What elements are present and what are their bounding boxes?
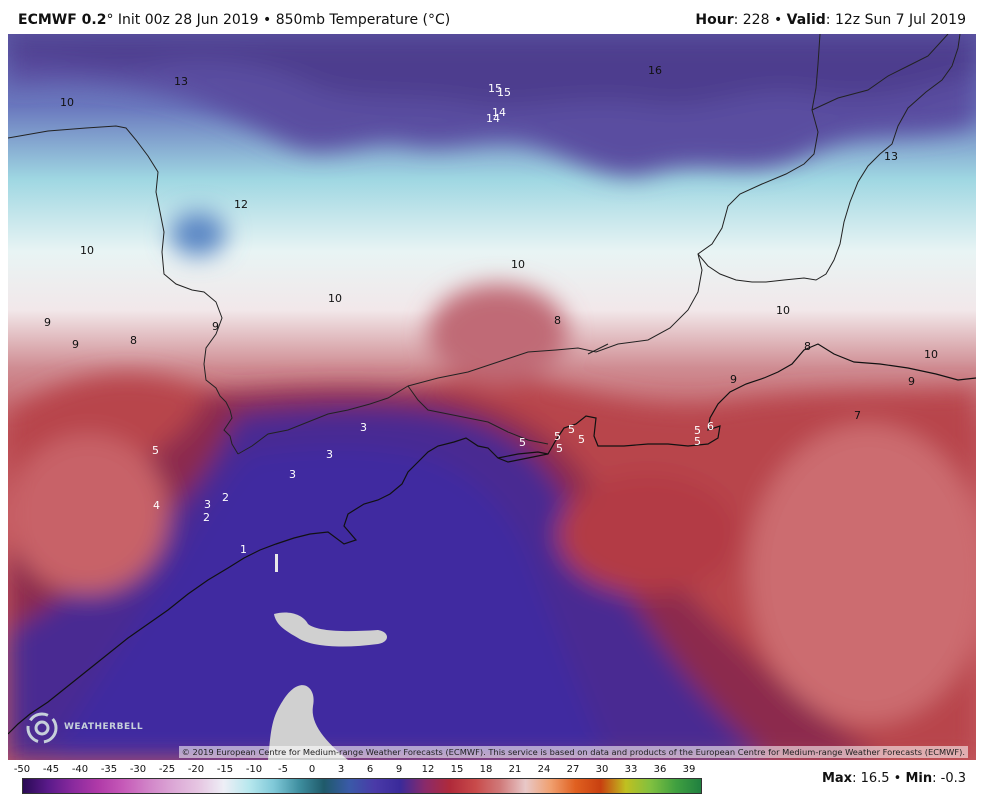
min-label: Min [905, 771, 933, 786]
contour-label: 1 [240, 543, 247, 556]
contour-label: 8 [804, 340, 811, 353]
contour-label: 3 [326, 448, 333, 461]
contour-label: 15 [488, 82, 502, 95]
hour-label: Hour [695, 12, 734, 28]
legend-tick: 18 [479, 764, 493, 775]
contour-label: 5 [519, 436, 526, 449]
contour-label: 10 [328, 292, 342, 305]
contour-label: 7 [854, 409, 861, 422]
color-legend: -50 -45 -40 -35 -30 -25 -20 -15 -10 -5 0 3 6 9 12 15 18 2… [8, 762, 708, 808]
legend-tick: 24 [537, 764, 551, 775]
temperature-map[interactable]: 13 10 15 15 14 14 16 13 12 10 10 10 9 9 … [8, 34, 976, 760]
logo-text: WEATHERBELL [64, 722, 144, 732]
borders-coastline [8, 34, 961, 455]
logo-swirl-icon [26, 712, 58, 744]
temperature-fields [8, 34, 976, 760]
contour-label: 10 [80, 244, 94, 257]
contour-label: 10 [511, 258, 525, 271]
contour-label: 8 [554, 314, 561, 327]
legend-tick: -5 [278, 764, 288, 775]
contour-label: 3 [360, 421, 367, 434]
contour-label: 9 [44, 316, 51, 329]
legend-tick: 30 [595, 764, 609, 775]
contour-label: 10 [924, 348, 938, 361]
legend-tick: 27 [566, 764, 580, 775]
contour-label: 10 [60, 96, 74, 109]
min-value: : -0.3 [932, 771, 966, 786]
header: ECMWF 0.2° Init 00z 28 Jun 2019 • 850mb … [0, 0, 984, 34]
legend-tick: -10 [245, 764, 263, 775]
contour-labels: 13 10 15 15 14 14 16 13 12 10 10 10 9 9 … [44, 64, 938, 556]
max-value: : 16.5 • [852, 771, 906, 786]
legend-tick: -20 [187, 764, 205, 775]
hour-value: : 228 • [733, 12, 787, 28]
title-text: ° Init 00z 28 Jun 2019 • 850mb Temperatu… [106, 12, 451, 28]
map-svg: 13 10 15 15 14 14 16 13 12 10 10 10 9 9 … [8, 34, 976, 760]
contour-label: 5 [554, 430, 561, 443]
legend-tick: 33 [624, 764, 638, 775]
contour-label: 2 [203, 511, 210, 524]
legend-tick: -15 [216, 764, 234, 775]
model-name: ECMWF 0.2 [18, 12, 107, 28]
contour-label: 5 [694, 435, 701, 448]
contour-label: 9 [908, 375, 915, 388]
contour-label: 9 [730, 373, 737, 386]
legend-tick: 15 [450, 764, 464, 775]
valid-label: Valid [786, 12, 826, 28]
contour-label: 5 [556, 442, 563, 455]
contour-label: 8 [130, 334, 137, 347]
legend-tick: 3 [337, 764, 345, 775]
contour-label: 6 [707, 420, 714, 433]
valid-value: : 12z Sun 7 Jul 2019 [825, 12, 966, 28]
legend-tick: 9 [395, 764, 403, 775]
legend-tick: 21 [508, 764, 522, 775]
contour-label: 4 [153, 499, 160, 512]
legend-tick: 6 [366, 764, 374, 775]
contour-label: 5 [568, 423, 575, 436]
contour-label: 13 [884, 150, 898, 163]
contour-label: 3 [289, 468, 296, 481]
coastline [8, 343, 976, 735]
contour-label: 9 [72, 338, 79, 351]
missing-data-areas [268, 554, 387, 760]
contour-label: 16 [648, 64, 662, 77]
legend-tick: 0 [308, 764, 316, 775]
contour-label: 5 [694, 424, 701, 437]
contour-label: 14 [492, 106, 506, 119]
legend-tick: 36 [653, 764, 667, 775]
colorbar [22, 778, 702, 794]
contour-label: 3 [204, 498, 211, 511]
legend-tick: 39 [682, 764, 696, 775]
copyright-credit: © 2019 European Centre for Medium-range … [178, 746, 968, 758]
contour-label: 13 [174, 75, 188, 88]
contour-label: 5 [152, 444, 159, 457]
contour-label: 15 [497, 86, 511, 99]
contour-label: 12 [234, 198, 248, 211]
legend-tick: -35 [100, 764, 118, 775]
legend-tick: -40 [71, 764, 89, 775]
contour-label: 2 [222, 491, 229, 504]
legend-ticks: -50 -45 -40 -35 -30 -25 -20 -15 -10 -5 0 3 6 9 12 15 18 2… [8, 764, 708, 778]
max-label: Max [821, 771, 853, 786]
contour-label: 5 [578, 433, 585, 446]
legend-tick: -45 [42, 764, 60, 775]
legend-tick: 12 [421, 764, 435, 775]
header-hour-valid: Hour: 228 • Valid: 12z Sun 7 Jul 2019 [695, 12, 966, 28]
contour-label: 14 [486, 112, 500, 125]
weatherbell-logo: WEATHERBELL [22, 710, 143, 746]
legend-tick: -30 [129, 764, 147, 775]
contour-label: 9 [212, 320, 219, 333]
legend-tick: -50 [13, 764, 31, 775]
header-title: ECMWF 0.2° Init 00z 28 Jun 2019 • 850mb … [18, 12, 450, 28]
contour-label: 10 [776, 304, 790, 317]
max-min-readout: Max: 16.5 • Min: -0.3 [822, 771, 966, 786]
legend-tick: -25 [158, 764, 176, 775]
